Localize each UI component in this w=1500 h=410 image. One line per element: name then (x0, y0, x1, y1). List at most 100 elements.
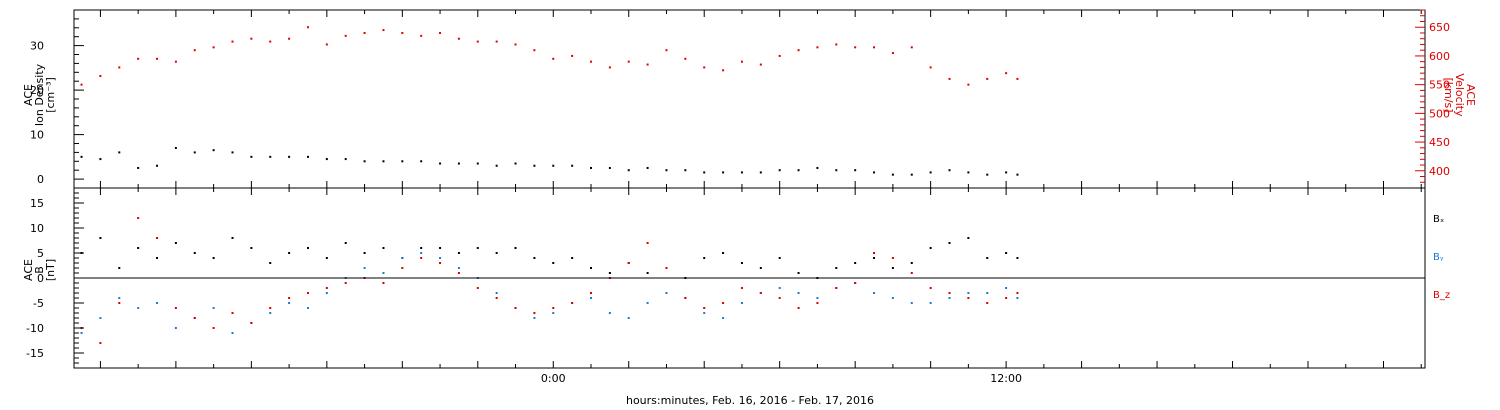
data-point (439, 247, 442, 249)
data-point (80, 332, 83, 334)
data-point (118, 151, 121, 154)
data-point (250, 37, 253, 40)
data-point (137, 307, 140, 309)
data-point (665, 49, 668, 52)
data-point (967, 83, 970, 86)
data-point (703, 66, 706, 69)
data-point (514, 162, 517, 165)
data-point (816, 166, 819, 169)
y-tick-label: 500 (1429, 107, 1450, 120)
data-point (1016, 77, 1019, 80)
data-point (174, 60, 177, 63)
data-point (1005, 171, 1008, 174)
data-point (457, 272, 460, 274)
data-point (476, 162, 479, 165)
data-point (948, 77, 951, 80)
data-point (382, 160, 385, 163)
data-point (552, 262, 555, 264)
data-point (967, 237, 970, 239)
data-point (740, 171, 743, 174)
top-plot-frame (73, 9, 1426, 189)
y-tick-label: 0 (37, 272, 44, 285)
data-point (986, 257, 989, 259)
data-point (231, 312, 234, 314)
data-point (344, 34, 347, 37)
data-point (854, 169, 857, 172)
data-point (835, 43, 838, 46)
data-point (929, 247, 932, 249)
data-point (778, 297, 781, 299)
data-point (420, 247, 423, 249)
y-tick-label: 30 (30, 40, 44, 53)
data-point (986, 302, 989, 304)
data-point (118, 267, 121, 269)
y-tick-label: 20 (30, 84, 44, 97)
data-point (420, 252, 423, 254)
data-point (552, 57, 555, 60)
data-point (420, 160, 423, 163)
data-point (193, 49, 196, 52)
data-point (646, 242, 649, 244)
data-point (873, 292, 876, 294)
bottom-axes: 0:00 12:00 -15 -10 -5 0 5 10 15 (26, 188, 1425, 385)
data-point (986, 292, 989, 294)
data-point (288, 155, 291, 158)
data-point (986, 173, 989, 176)
data-point (457, 267, 460, 269)
data-point (740, 302, 743, 304)
data-point (759, 292, 762, 294)
x-tick-label: 0:00 (541, 372, 566, 385)
axis-label-line: Velocity (1453, 73, 1466, 117)
data-point (571, 54, 574, 57)
data-point (80, 83, 83, 86)
data-point (533, 257, 536, 259)
data-point (401, 267, 404, 269)
data-point (797, 272, 800, 274)
axis-label-line: Ion Density (33, 63, 46, 126)
data-point (873, 257, 876, 259)
data-point (665, 292, 668, 294)
data-point (684, 169, 687, 172)
data-point (722, 171, 725, 174)
data-point (854, 262, 857, 264)
data-point (722, 69, 725, 72)
legend-entry: Bᵧ (1433, 252, 1444, 263)
data-point (174, 327, 177, 329)
data-point (137, 57, 140, 60)
data-point (344, 282, 347, 284)
data-point (929, 287, 932, 289)
data-point (382, 247, 385, 249)
data-point (457, 37, 460, 40)
data-point (156, 237, 159, 239)
data-point (156, 164, 159, 167)
data-point (910, 302, 913, 304)
data-point (99, 158, 102, 161)
data-point (590, 60, 593, 63)
data-point (608, 312, 611, 314)
data-point (118, 302, 121, 304)
data-point (193, 252, 196, 254)
data-point (325, 287, 328, 289)
data-point (910, 173, 913, 176)
data-point (891, 52, 894, 55)
data-point (1016, 292, 1019, 294)
data-point (740, 60, 743, 63)
data-point (608, 166, 611, 169)
data-point (99, 237, 102, 239)
y-tick-label: -15 (26, 347, 44, 360)
data-point (608, 272, 611, 274)
data-point (703, 171, 706, 174)
data-point (722, 302, 725, 304)
data-point (457, 252, 460, 254)
data-point (703, 312, 706, 314)
data-point (835, 287, 838, 289)
data-point (740, 287, 743, 289)
data-point (137, 166, 140, 169)
data-point (382, 29, 385, 32)
data-point (288, 252, 291, 254)
data-point (891, 257, 894, 259)
data-point (344, 242, 347, 244)
data-point (99, 75, 102, 78)
data-point (873, 252, 876, 254)
